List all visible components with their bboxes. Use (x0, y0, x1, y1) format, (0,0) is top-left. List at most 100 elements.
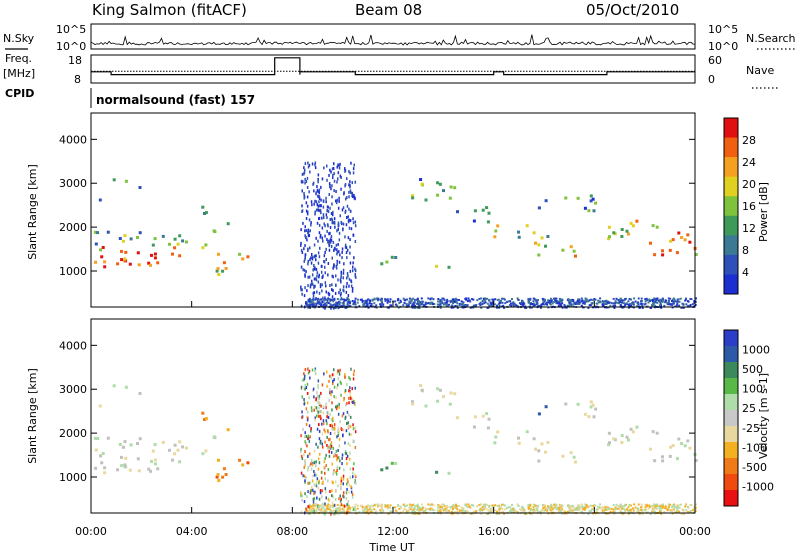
velocity-cell (341, 510, 344, 513)
power-cell (340, 291, 342, 295)
velocity-cell (653, 503, 656, 506)
power-cell (330, 187, 332, 191)
power-cell (584, 297, 587, 300)
velocity-cell (330, 376, 332, 380)
velocity-cell (328, 448, 330, 452)
colorbar-segment (724, 346, 738, 363)
power-cell (544, 199, 548, 203)
power-cell (448, 196, 452, 200)
power-cell (605, 299, 608, 302)
power-cell (343, 298, 346, 302)
sky-noise-line (90, 34, 695, 46)
velocity-cell (321, 506, 324, 509)
power-cell (432, 298, 435, 301)
power-cell (481, 303, 484, 306)
velocity-cell (412, 503, 415, 506)
velocity-cell (426, 508, 429, 511)
velocity-cell (547, 505, 549, 508)
velocity-cell (320, 417, 322, 421)
velocity-cell (419, 384, 423, 387)
velocity-cell (304, 383, 306, 387)
power-cell (349, 238, 351, 242)
velocity-cell (413, 507, 416, 510)
power-cell (541, 302, 544, 305)
power-cell (543, 300, 546, 303)
power-cell (543, 299, 546, 302)
velocity-cell (310, 488, 313, 492)
power-cell (445, 304, 448, 307)
velocity-cell (472, 512, 475, 515)
power-cell (336, 252, 338, 256)
power-cell (394, 300, 397, 303)
velocity-cell (619, 511, 622, 514)
power-cell (504, 302, 507, 305)
velocity-cell (335, 405, 337, 409)
power-cell (352, 233, 354, 237)
velocity-cell (317, 400, 319, 404)
colorbar-segment (724, 362, 738, 379)
power-cell (464, 304, 467, 307)
velocity-cell (615, 503, 618, 506)
velocity-cell (307, 434, 310, 438)
velocity-cell (604, 508, 607, 511)
power-cell (328, 193, 330, 196)
velocity-cell (336, 465, 338, 469)
velocity-cell (506, 506, 509, 509)
velocity-cell (614, 508, 617, 510)
velocity-cell (333, 378, 335, 382)
power-cell (333, 179, 336, 183)
velocity-cell (217, 458, 220, 462)
power-cell (311, 253, 313, 256)
velocity-cell (103, 471, 107, 475)
power-cell (507, 300, 510, 303)
power-cell (316, 274, 318, 278)
power-cell (106, 230, 110, 234)
power-cell (348, 183, 350, 187)
velocity-cell (305, 435, 308, 438)
velocity-cell (536, 507, 539, 510)
velocity-cell (346, 402, 348, 405)
velocity-cell (369, 505, 372, 508)
power-cell (306, 186, 309, 189)
power-cell (339, 293, 342, 297)
velocity-cell (325, 496, 327, 500)
power-cell (669, 297, 672, 300)
velocity-cell (338, 466, 341, 470)
velocity-cell (587, 415, 591, 419)
velocity-cell (582, 508, 585, 511)
power-cell (307, 306, 310, 309)
power-cell (577, 298, 580, 301)
power-cell (322, 205, 325, 209)
power-cell (325, 200, 327, 204)
power-cell (517, 235, 521, 239)
velocity-cell (354, 509, 357, 512)
velocity-cell (354, 503, 357, 506)
power-cell (306, 289, 308, 293)
power-cell (325, 284, 327, 288)
velocity-cell (669, 503, 672, 506)
velocity-cell (322, 411, 325, 415)
velocity-cell (555, 506, 558, 508)
velocity-cell (303, 465, 305, 469)
velocity-cell (448, 402, 452, 406)
power-cell (303, 259, 305, 263)
power-cell (311, 273, 314, 277)
power-cell (319, 285, 322, 289)
power-cell (624, 304, 627, 307)
power-cell (216, 267, 220, 271)
power-cell (653, 253, 657, 257)
power-cell (156, 261, 160, 265)
power-cell (398, 302, 401, 304)
velocity-cell (500, 505, 502, 508)
velocity-cell (449, 505, 452, 508)
velocity-cell (304, 431, 306, 435)
power-cell (320, 198, 322, 202)
velocity-cell (494, 504, 497, 507)
velocity-cell (354, 473, 356, 477)
velocity-cell (204, 417, 208, 421)
x-tick-label: 16:00 (478, 525, 510, 538)
velocity-cell (553, 506, 555, 509)
velocity-cell (318, 400, 320, 404)
velocity-cell (345, 505, 348, 508)
